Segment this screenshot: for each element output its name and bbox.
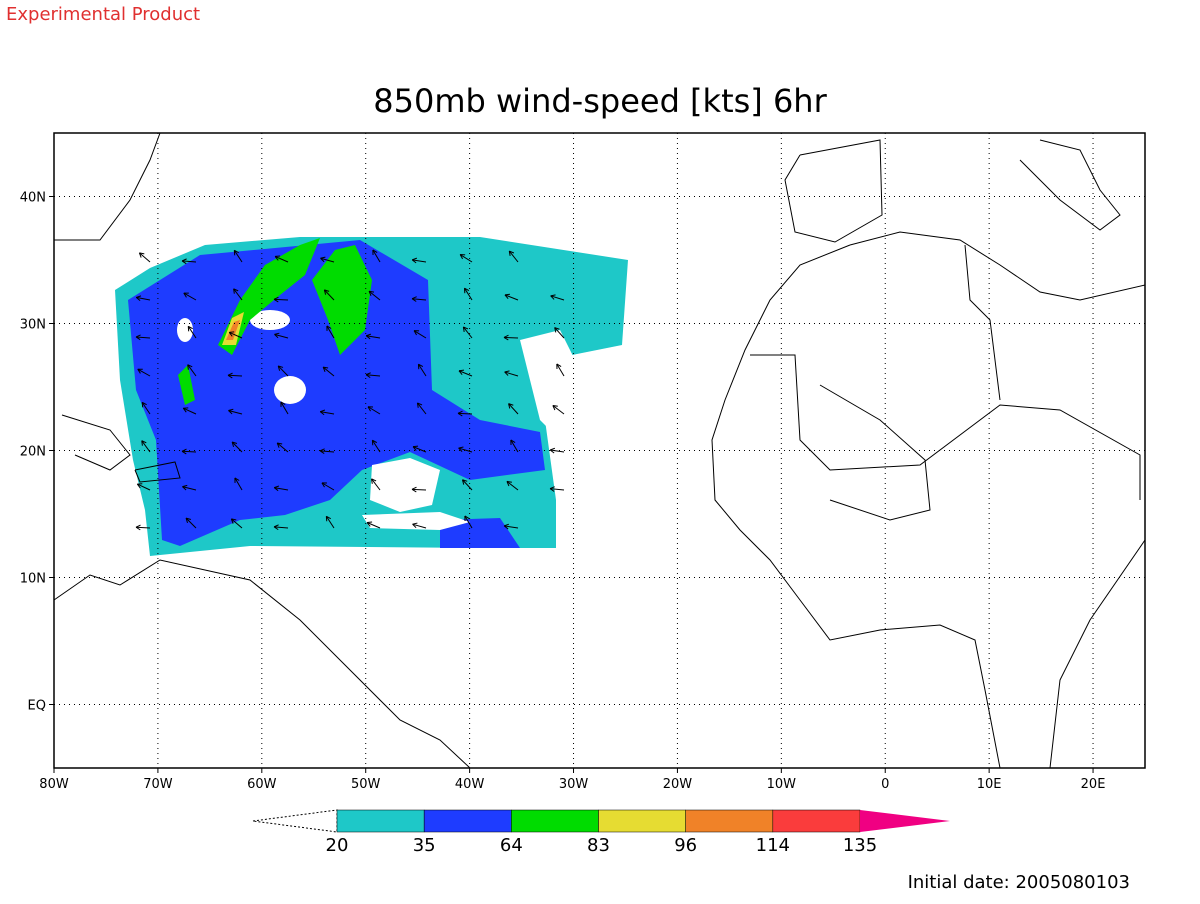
wind-arrow-head bbox=[459, 370, 464, 371]
lon-tick-label: 40W bbox=[455, 777, 485, 792]
wind-arrow bbox=[458, 413, 472, 414]
lon-tick-label: 30W bbox=[559, 777, 589, 792]
colorbar-under bbox=[253, 810, 337, 832]
lat-tick-label: 10N bbox=[20, 572, 46, 587]
lat-tick-label: 40N bbox=[20, 191, 46, 206]
lon-tick-label: 80W bbox=[39, 777, 69, 792]
map-title: 850mb wind-speed [kts] 6hr bbox=[373, 82, 827, 120]
lon-tick-label: 10W bbox=[767, 777, 797, 792]
lon-tick-label: 10E bbox=[977, 777, 1002, 792]
colorbar-box bbox=[686, 810, 773, 832]
colorbar-label: 114 bbox=[756, 835, 790, 856]
lon-tick-label: 0 bbox=[881, 777, 889, 792]
colorbar: 20 35 64 83 96 114 135 bbox=[253, 810, 950, 856]
wind-arrow bbox=[504, 337, 518, 338]
wind-arrow-head bbox=[550, 448, 555, 450]
colorbar-label: 83 bbox=[587, 835, 610, 856]
product-label: Experimental Product bbox=[6, 4, 200, 25]
colorbar-box bbox=[599, 810, 686, 832]
map bbox=[54, 133, 1145, 768]
border bbox=[750, 355, 1140, 500]
colorbar-label: 20 bbox=[326, 835, 349, 856]
wind-arrow-head bbox=[413, 446, 418, 447]
lon-tick-label: 20W bbox=[663, 777, 693, 792]
colorbar-box bbox=[511, 810, 598, 832]
lat-tick-label: EQ bbox=[28, 699, 46, 714]
lon-tick-label: 20E bbox=[1081, 777, 1106, 792]
colorbar-box bbox=[773, 810, 860, 832]
coastline bbox=[62, 415, 130, 470]
lon-tick-label: 60W bbox=[247, 777, 277, 792]
lon-tick-label: 50W bbox=[351, 777, 381, 792]
wind-arrow bbox=[274, 299, 288, 300]
lat-tick-label: 20N bbox=[20, 445, 46, 460]
lon-tick-label: 70W bbox=[143, 777, 173, 792]
colorbar-label: 135 bbox=[843, 835, 877, 856]
colorbar-label: 96 bbox=[674, 835, 697, 856]
wind-arrow bbox=[412, 489, 426, 490]
colorbar-box bbox=[337, 810, 424, 832]
coastline bbox=[1020, 140, 1120, 230]
calm-area bbox=[370, 458, 440, 512]
coastline bbox=[850, 232, 1145, 300]
initial-date: Initial date: 2005080103 bbox=[908, 872, 1130, 893]
lat-tick-label: 30N bbox=[20, 318, 46, 333]
colorbar-over bbox=[860, 810, 950, 832]
coastline bbox=[712, 245, 1000, 768]
wind-arrow bbox=[228, 375, 242, 376]
colorbar-label: 64 bbox=[500, 835, 523, 856]
colorbar-box bbox=[424, 810, 511, 832]
border bbox=[965, 245, 1000, 400]
coastline bbox=[785, 140, 882, 242]
border bbox=[820, 385, 930, 520]
calm-area bbox=[274, 376, 306, 404]
coastline bbox=[1050, 540, 1145, 768]
wind-arrow-head bbox=[505, 294, 510, 295]
coastline bbox=[54, 133, 160, 240]
colorbar-label: 35 bbox=[413, 835, 436, 856]
